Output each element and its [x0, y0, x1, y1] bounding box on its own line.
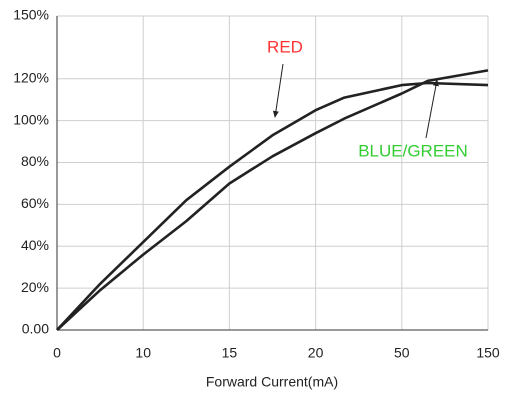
y-tick-label: 120% — [13, 70, 49, 86]
y-tick-label: 40% — [21, 237, 49, 253]
data-line — [56, 81, 489, 331]
y-tick-label: 0.00 — [22, 321, 49, 337]
y-tick-label: 60% — [21, 195, 49, 211]
x-axis-label: Forward Current(mA) — [206, 374, 338, 390]
callout-arrow — [272, 63, 284, 118]
y-tick-label: 150% — [13, 7, 49, 23]
y-tick-label: 80% — [21, 153, 49, 169]
x-tick-label: 10 — [135, 345, 151, 361]
y-tick-label: 20% — [21, 279, 49, 295]
x-tick-label: 20 — [308, 345, 324, 361]
data-line — [56, 69, 489, 331]
x-tick-label: 0 — [53, 345, 61, 361]
callout-arrow — [425, 79, 439, 139]
y-tick-label: 100% — [13, 111, 49, 127]
x-tick-label: 50 — [394, 345, 410, 361]
series-label: BLUE/GREEN — [358, 141, 468, 160]
x-tick-label: 150 — [476, 345, 500, 361]
series-label: RED — [267, 37, 303, 56]
x-tick-label: 15 — [222, 345, 238, 361]
